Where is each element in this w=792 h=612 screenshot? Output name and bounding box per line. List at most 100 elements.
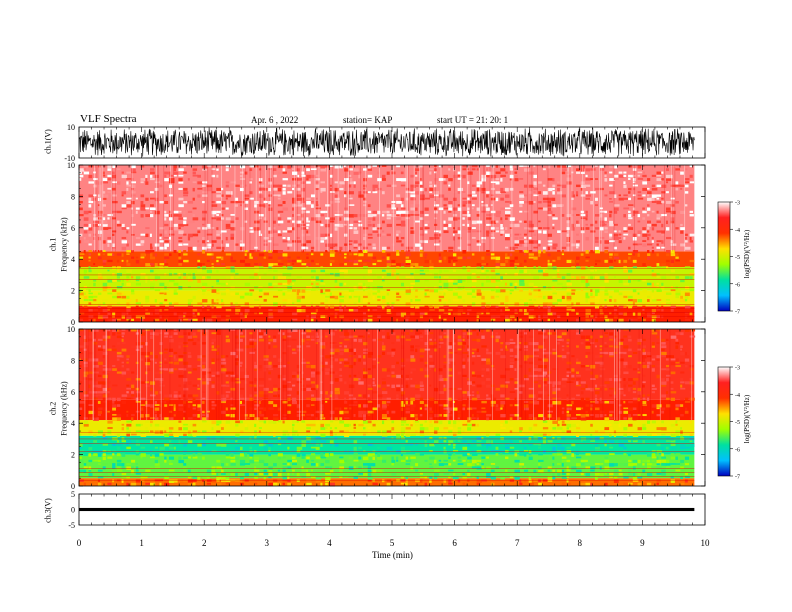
- ch1-cell: [206, 292, 212, 296]
- ch1-cell: [391, 243, 396, 246]
- ch1-cell: [647, 299, 650, 302]
- ch2-cell: [448, 414, 453, 417]
- ch1-cell: [282, 305, 286, 308]
- ch1-cell: [88, 308, 93, 312]
- ch2-cell: [88, 410, 94, 415]
- ch1-cell: [476, 243, 482, 246]
- ch1-cell: [533, 246, 538, 249]
- ch1-cell: [334, 243, 338, 247]
- ch2-cell: [258, 420, 264, 423]
- ch1-cell: [268, 200, 272, 205]
- ch2-cell: [462, 342, 467, 345]
- ch2-cell: [202, 443, 207, 447]
- ch1-cell: [126, 227, 130, 230]
- ch1-cell: [168, 289, 175, 291]
- ch1-cell: [239, 240, 243, 243]
- ch2-cell: [221, 371, 226, 374]
- ch1-cell: [230, 220, 235, 223]
- ch1-cell: [310, 276, 315, 279]
- ch1-cell: [344, 253, 347, 256]
- ch1-cell: [443, 256, 447, 260]
- ch2-cell: [419, 456, 424, 460]
- ch2-cell: [206, 378, 212, 381]
- ch1-cell: [523, 299, 526, 302]
- ch1-ytick-label: 10: [67, 161, 75, 170]
- ch1-cell: [131, 223, 136, 226]
- ch2-cell: [353, 374, 357, 377]
- ch1-cell: [315, 181, 319, 184]
- ch1-cell: [377, 299, 381, 302]
- ch1-cell: [552, 276, 556, 279]
- ch1-cell: [325, 165, 329, 168]
- ch1-cell: [670, 165, 677, 168]
- ch1-cell: [680, 230, 684, 234]
- ch2-cell: [197, 436, 201, 440]
- ch2-cell: [159, 423, 163, 426]
- ch2-cell: [306, 387, 312, 392]
- ch2-cell: [467, 463, 472, 467]
- ch1-cell: [585, 312, 591, 315]
- ch2-cell: [135, 463, 138, 465]
- ch1-cell: [150, 204, 154, 207]
- ch2-cell: [519, 361, 522, 364]
- ch2-cell: [467, 423, 472, 427]
- ch2-cell: [306, 361, 310, 364]
- ch2-cell: [287, 387, 293, 391]
- ch2-cell: [287, 479, 291, 483]
- ch2-cell: [481, 400, 487, 404]
- ch2-cell: [495, 466, 500, 469]
- ch2-cell: [448, 342, 452, 346]
- ch2-cell: [320, 423, 325, 428]
- ch1-cell: [178, 187, 183, 190]
- ch2-cell: [448, 440, 454, 443]
- ch1-cell: [415, 184, 419, 187]
- ch1-cell: [126, 259, 129, 263]
- ch1-cell: [315, 204, 319, 207]
- ch1-cell: [320, 253, 324, 256]
- ch1-cell: [292, 289, 297, 292]
- ch2-cell: [452, 433, 457, 437]
- ch1-cell: [296, 200, 301, 205]
- ch1-cell: [164, 210, 167, 214]
- ch2-cell: [97, 436, 103, 440]
- ch1-cell: [121, 253, 124, 257]
- ch1-cell: [590, 178, 594, 181]
- ch1-cell: [410, 276, 414, 279]
- ch2-cell: [377, 453, 380, 457]
- ch1-cell: [292, 279, 296, 282]
- ch1-cell: [154, 253, 157, 257]
- ch2-cell: [211, 332, 217, 335]
- ch1-cell: [566, 308, 572, 311]
- ch2-cell: [415, 469, 419, 472]
- ch2-cell: [202, 384, 205, 387]
- ch2-cell: [438, 342, 445, 344]
- ch2-cell: [490, 450, 496, 453]
- ch1-cell: [689, 259, 695, 263]
- ch1-cell: [197, 194, 201, 198]
- ch1-cell: [604, 299, 607, 302]
- ch1-cell: [647, 253, 651, 256]
- ch2-cell: [400, 335, 405, 339]
- ch2-cell: [225, 335, 229, 338]
- ch2-cell: [273, 463, 277, 467]
- ch2-cell: [296, 345, 302, 348]
- ch2-cell: [235, 469, 241, 473]
- ch1-cell: [684, 246, 691, 250]
- ch1-cell: [623, 259, 628, 263]
- ch1-cell: [519, 191, 524, 193]
- ch2-cell: [429, 417, 433, 420]
- ch1-cell: [216, 246, 222, 250]
- ch1-cell: [235, 204, 239, 207]
- ch1-cell: [329, 165, 334, 167]
- ch1-cell: [93, 223, 99, 227]
- ch1-cell: [443, 318, 447, 321]
- ch1-cell: [486, 174, 490, 178]
- ch1-cell: [594, 197, 598, 201]
- ch2-cell: [424, 407, 428, 411]
- ch1-cell: [490, 171, 494, 175]
- ch1-cell: [419, 246, 423, 250]
- ch2-cell: [443, 332, 447, 335]
- ch2-cell: [344, 466, 350, 469]
- ch1-cell: [206, 233, 213, 236]
- ch1-cell: [372, 308, 379, 312]
